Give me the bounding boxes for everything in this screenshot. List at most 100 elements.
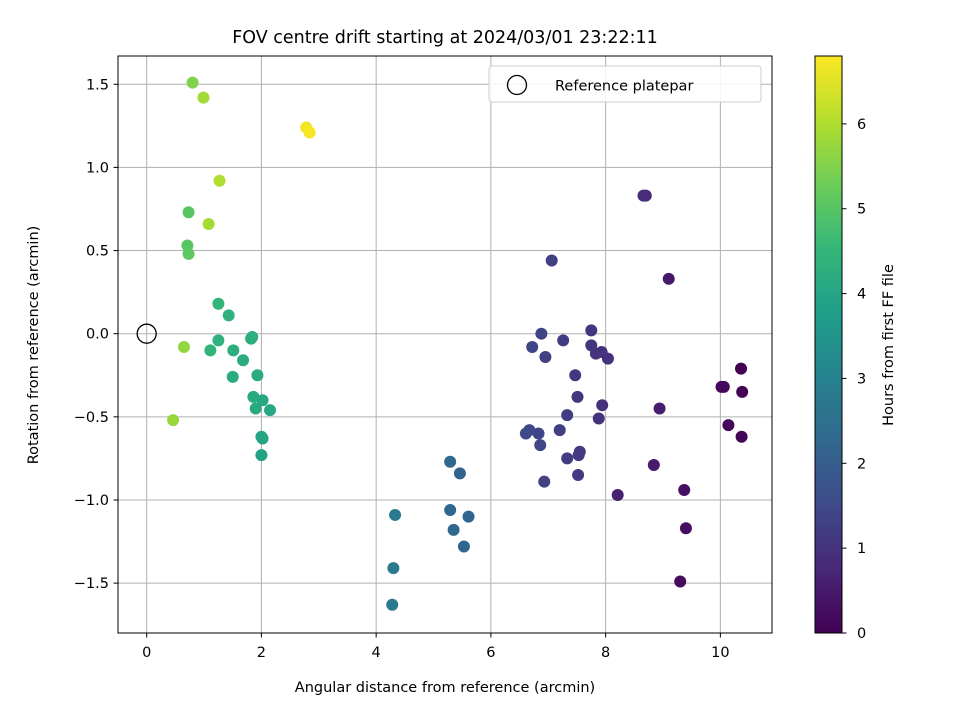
data-point [213,174,226,187]
data-point [572,449,585,462]
colorbar-ticks: 0 1 2 3 4 5 6 [842,117,866,642]
colorbar-gradient [815,56,842,633]
data-point [539,350,552,363]
data-point [202,217,215,230]
data-point [532,427,545,440]
x-tick-label: 2 [257,645,266,661]
data-point [526,340,539,353]
data-point [519,427,532,440]
colorbar-label: Hours from first FF file [881,264,897,426]
data-point [736,385,749,398]
data-point [611,488,624,501]
data-point [647,459,660,472]
data-point [457,540,470,553]
plot-frame [117,55,773,634]
data-point [249,402,262,415]
data-point [722,419,735,432]
data-point [561,409,574,422]
data-point [585,324,598,337]
legend-label-reference-platepar: Reference platepar [555,79,693,95]
data-point [197,91,210,104]
data-point [717,380,730,393]
x-axis-label: Angular distance from reference (arcmin) [295,680,595,696]
y-axis-label: Rotation from reference (arcmin) [26,226,42,465]
x-tick-label: 4 [372,645,381,661]
reference-marker [136,323,157,344]
data-point [387,562,400,575]
colorbar-tick-label: 1 [857,541,866,557]
data-point [386,598,399,611]
legend-marker-open-circle [506,74,528,96]
data-point [251,369,264,382]
data-point [571,390,584,403]
data-points [167,76,749,611]
data-point [227,344,240,357]
data-point [246,331,259,344]
colorbar-tick-label: 6 [857,117,866,133]
data-point [572,469,585,482]
colorbar-tick-label: 4 [857,287,866,303]
data-point [237,354,250,367]
data-point [585,339,598,352]
y-tick-label: −1.0 [74,493,109,509]
data-point [255,449,268,462]
colorbar-frame [814,55,843,634]
x-tick-label: 10 [711,645,729,661]
y-tick-label: 1.5 [86,77,109,93]
y-tick-label: 0.5 [86,244,109,260]
data-point [735,362,748,375]
data-point [735,430,748,443]
legend-box [488,65,762,103]
data-point [557,334,570,347]
data-point [444,455,457,468]
chart-title: FOV centre drift starting at 2024/03/01 … [232,28,658,48]
data-point [212,334,225,347]
x-tick-label: 8 [601,645,610,661]
data-point [674,575,687,588]
data-point [639,189,652,202]
data-point [177,340,190,353]
data-point [204,344,217,357]
data-point [662,272,675,285]
data-point [389,508,402,521]
y-tick-label: 1.0 [86,160,109,176]
reference-marker-group [136,323,157,344]
y-tick-label: −0.5 [74,410,109,426]
colorbar-tick-label: 2 [857,456,866,472]
data-point [212,297,225,310]
data-point [264,404,277,417]
colorbar-tick-label: 3 [857,371,866,387]
y-tick-label: 0.0 [86,327,109,343]
x-axis-ticks: 0 2 4 6 8 10 [142,633,730,661]
data-point [535,327,548,340]
colorbar-tick-label: 5 [857,202,866,218]
y-axis-ticks: −1.5 −1.0 −0.5 0.0 0.5 1.0 1.5 [74,77,118,592]
data-point [167,414,180,427]
legend: Reference platepar [488,65,762,103]
data-point [256,394,269,407]
x-tick-label: 6 [486,645,495,661]
data-point [678,483,691,496]
data-point [303,126,316,139]
data-point [538,475,551,488]
data-point [222,309,235,322]
data-point [679,522,692,535]
data-point [569,369,582,382]
data-point [653,402,666,415]
data-point [186,76,199,89]
data-point [561,452,574,465]
data-point [447,523,460,536]
data-point [247,390,260,403]
data-point [226,370,239,383]
x-tick-label: 0 [142,645,151,661]
colorbar: 0 1 2 3 4 5 6 Hours from first FF file [814,55,897,642]
data-point [596,399,609,412]
colorbar-tick-label: 0 [857,626,866,642]
data-point [256,432,269,445]
data-point [182,247,195,260]
y-tick-label: −1.5 [74,576,109,592]
data-point [182,206,195,219]
data-point [444,503,457,516]
data-point [553,424,566,437]
